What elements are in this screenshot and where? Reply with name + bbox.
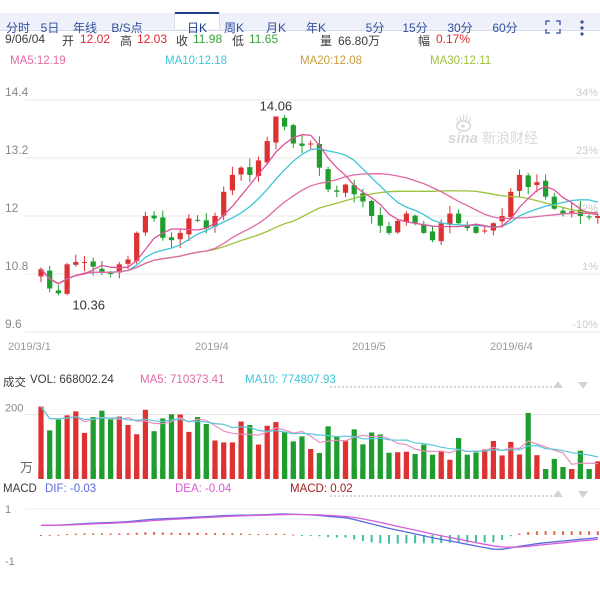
svg-text:14.06: 14.06	[260, 98, 293, 113]
svg-text:12: 12	[5, 201, 19, 215]
svg-text:9.6: 9.6	[5, 317, 22, 331]
svg-text:34%: 34%	[576, 87, 598, 99]
svg-text:1: 1	[5, 504, 11, 516]
svg-text:14.4: 14.4	[5, 85, 29, 99]
svg-text:13.2: 13.2	[5, 143, 29, 157]
svg-text:200: 200	[5, 403, 23, 415]
svg-text:23%: 23%	[576, 145, 598, 157]
svg-text:10.36: 10.36	[72, 297, 105, 312]
svg-text:10.8: 10.8	[5, 259, 29, 273]
svg-text:-10%: -10%	[572, 319, 598, 331]
svg-text:1%: 1%	[582, 261, 598, 273]
svg-text:-1: -1	[5, 556, 15, 568]
